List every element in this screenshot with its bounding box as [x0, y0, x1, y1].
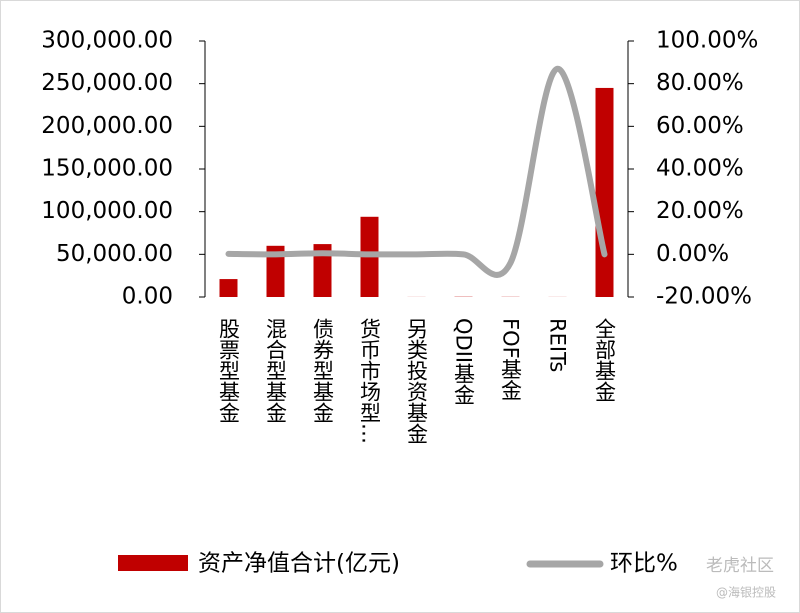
- x-tick-label: 债券型基金: [311, 318, 335, 423]
- y-tick-label: 150,000.00: [41, 156, 173, 182]
- y-tick-label: 200,000.00: [41, 113, 173, 139]
- watermark: 老虎社区: [706, 556, 774, 576]
- legend-label: 资产净值合计(亿元): [198, 551, 400, 577]
- y-tick-label: 50,000.00: [56, 241, 173, 267]
- bar: [313, 244, 332, 297]
- y2-tick-label: 40.00%: [656, 156, 744, 182]
- x-tick-label: 货币市场型…: [358, 318, 382, 444]
- y2-tick-label: 20.00%: [656, 198, 744, 224]
- bar: [595, 87, 614, 297]
- y-tick-label: 0.00: [122, 284, 173, 310]
- x-tick-label: FOF基金: [499, 318, 523, 401]
- bar: [219, 279, 238, 297]
- y2-tick-label: 100.00%: [656, 28, 758, 54]
- y-tick-label: 250,000.00: [41, 70, 173, 96]
- bar: [266, 245, 285, 297]
- x-tick-label: QDII基金: [452, 318, 476, 405]
- y2-tick-label: -20.00%: [656, 284, 752, 310]
- legend-swatch-bar: [118, 555, 188, 571]
- x-tick-label: REITs: [546, 318, 570, 372]
- y2-tick-label: 80.00%: [656, 70, 744, 96]
- y-tick-label: 100,000.00: [41, 198, 173, 224]
- legend-label: 环比%: [610, 551, 678, 577]
- y2-tick-label: 60.00%: [656, 113, 744, 139]
- y-tick-label: 300,000.00: [41, 28, 173, 54]
- watermark: @海银控股: [716, 585, 776, 600]
- x-tick-label: 股票型基金: [217, 318, 241, 423]
- x-tick-label: 混合型基金: [264, 318, 288, 423]
- x-tick-label: 全部基金: [593, 318, 617, 402]
- y2-tick-label: 0.00%: [656, 241, 729, 267]
- line: [225, 65, 608, 278]
- x-tick-label: 另类投资基金: [405, 318, 429, 444]
